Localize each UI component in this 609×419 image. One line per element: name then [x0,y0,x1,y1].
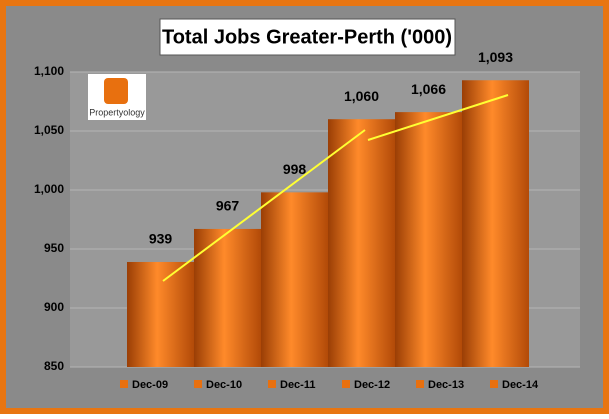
chart-title: Total Jobs Greater-Perth ('000) [162,26,452,48]
value-label: 1,066 [411,81,446,97]
y-tick-label: 1,050 [34,123,64,137]
bar [127,261,194,367]
bar [462,80,529,367]
value-label: 1,093 [478,49,513,65]
y-tick-label: 1,000 [34,182,64,196]
value-label: 939 [149,231,173,247]
y-tick-label: 950 [44,241,64,255]
y-tick-label: 850 [44,359,64,373]
logo-icon [104,78,128,104]
value-label: 1,060 [344,88,379,104]
legend-label: Dec-12 [354,379,390,391]
legend-label: Dec-09 [132,379,168,391]
legend-swatch [120,380,128,388]
y-tick-label: 900 [44,300,64,314]
bar [194,228,261,367]
value-label: 998 [283,161,307,177]
bar [328,119,395,367]
legend-swatch [490,380,498,388]
legend-swatch [342,380,350,388]
bar [395,112,462,368]
legend-label: Dec-10 [206,379,242,391]
legend-label: Dec-13 [428,379,464,391]
legend-swatch [416,380,424,388]
legend-swatch [268,380,276,388]
logo-text: Propertyology [89,107,145,117]
title-box [159,18,456,56]
bar [261,192,328,367]
legend-label: Dec-14 [502,379,539,391]
value-label: 967 [216,198,240,214]
legend-label: Dec-11 [280,379,315,391]
trend-line [367,94,509,141]
trend-line [162,129,366,282]
y-tick-label: 1,100 [34,64,64,78]
legend-swatch [194,380,202,388]
